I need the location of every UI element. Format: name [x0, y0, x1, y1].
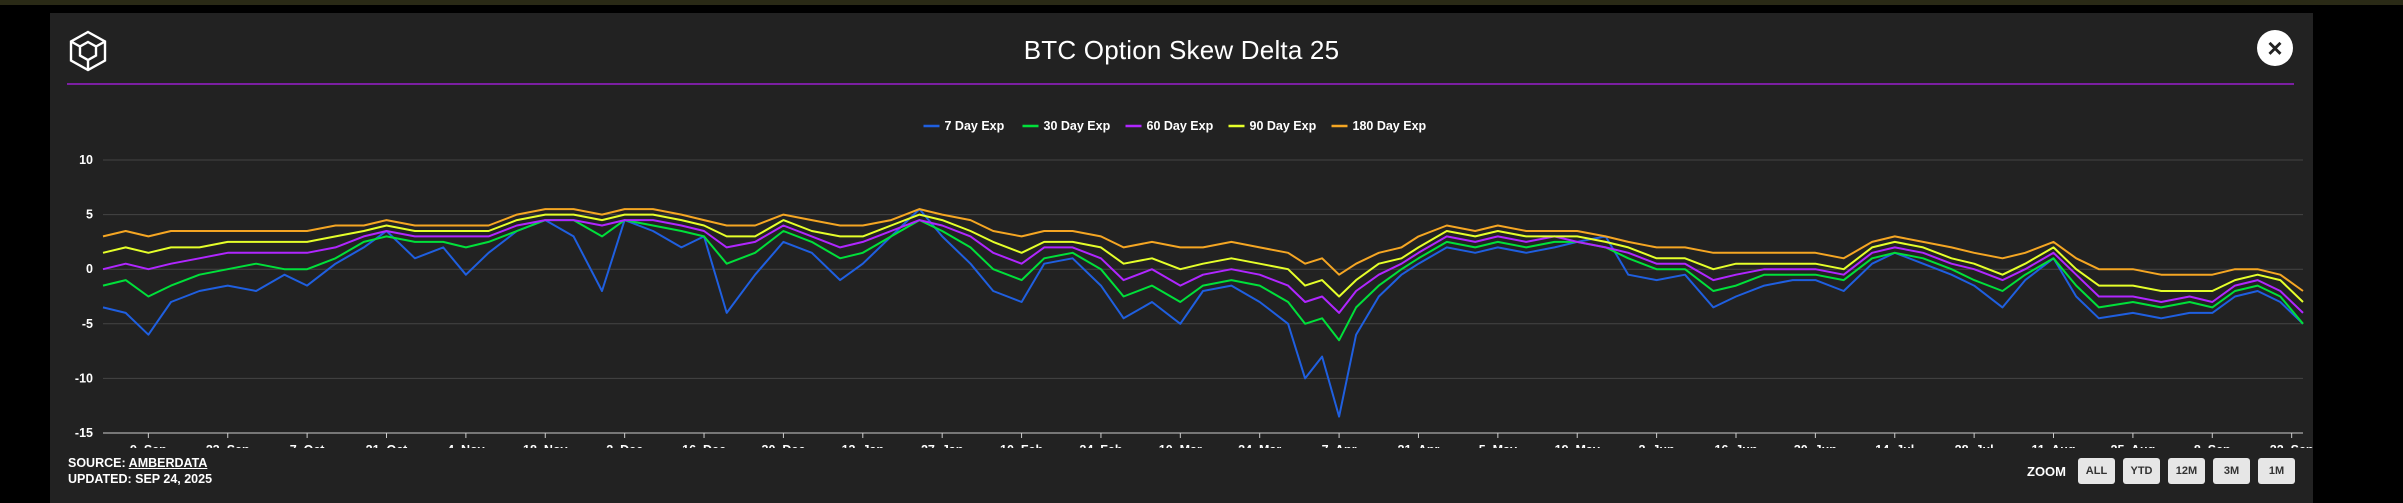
legend-item: 30 Day Exp	[1044, 119, 1111, 133]
x-tick-label: 18. Nov	[523, 443, 568, 448]
x-tick-label: 4. Nov	[447, 443, 485, 448]
x-tick-label: 24. Mar	[1238, 443, 1281, 448]
x-tick-label: 13. Jan	[842, 443, 884, 448]
legend-item: 180 Day Exp	[1353, 119, 1427, 133]
source-link[interactable]: AMBERDATA	[128, 456, 208, 470]
x-tick-label: 2. Jun	[1639, 443, 1675, 448]
logo-icon	[69, 30, 107, 72]
x-tick-label: 5. May	[1479, 443, 1517, 448]
x-tick-label: 24. Feb	[1079, 443, 1122, 448]
x-tick-label: 16. Dec	[682, 443, 726, 448]
y-tick-label: -5	[82, 317, 93, 331]
x-tick-label: 25. Aug	[2111, 443, 2156, 448]
updated-text: UPDATED: SEP 24, 2025	[68, 472, 213, 486]
y-tick-label: 10	[79, 153, 93, 167]
zoom-ytd-button[interactable]: YTD	[2123, 458, 2160, 484]
x-tick-label: 27. Jan	[921, 443, 963, 448]
zoom-1m-button[interactable]: 1M	[2258, 458, 2295, 484]
series-line-60-day-exp	[102, 219, 2304, 314]
x-tick-label: 16. Jun	[1714, 443, 1757, 448]
x-tick-label: 7. Apr	[1322, 443, 1357, 448]
close-button[interactable]: ×	[2257, 30, 2293, 66]
x-tick-label: 8. Sep	[2194, 443, 2231, 448]
zoom-3m-button[interactable]: 3M	[2213, 458, 2250, 484]
series-line-7-day-exp	[102, 208, 2304, 418]
chart-panel: BTC Option Skew Delta 25 × 10 5 0 -5 -10 -15 9…	[50, 13, 2313, 503]
x-tick-label: 14. Jul	[1875, 443, 1914, 448]
x-tick-label: 10. Mar	[1159, 443, 1202, 448]
x-tick-label: 9. Sep	[130, 443, 167, 448]
zoom-label: ZOOM	[2027, 463, 2066, 479]
x-tick-label: 30. Dec	[762, 443, 806, 448]
series-line-180-day-exp	[102, 208, 2304, 292]
y-tick-label: -10	[75, 371, 93, 385]
x-tick-label: 28. Jul	[1955, 443, 1994, 448]
y-tick-label: -15	[75, 426, 93, 440]
close-icon: ×	[2267, 33, 2283, 63]
y-tick-label: 0	[86, 262, 93, 276]
legend-item: 7 Day Exp	[945, 119, 1005, 133]
line-chart: 10 5 0 -5 -10 -15 9. Sep 23. Sep 7. Oct 21. Oct 4.…	[75, 119, 2313, 448]
source-prefix: SOURCE:	[68, 456, 126, 470]
y-tick-label: 5	[86, 208, 93, 222]
series-line-90-day-exp	[102, 213, 2304, 303]
chart-title: BTC Option Skew Delta 25	[1023, 35, 1340, 65]
source-line: SOURCE: AMBERDATA	[68, 455, 212, 471]
x-tick-label: 19. May	[1555, 443, 1600, 448]
legend-item: 90 Day Exp	[1250, 119, 1317, 133]
x-tick-label: 7. Oct	[290, 443, 326, 448]
x-tick-label: 21. Oct	[366, 443, 409, 448]
top-strip	[0, 0, 2403, 5]
series-line-30-day-exp	[102, 219, 2304, 342]
x-tick-label: 2. Dec	[606, 443, 643, 448]
x-tick-label: 10. Feb	[1000, 443, 1043, 448]
x-tick-label: 22. Sep	[2270, 443, 2313, 448]
x-tick-label: 23. Sep	[206, 443, 250, 448]
x-tick-label: 21. Apr	[1398, 443, 1440, 448]
zoom-12m-button[interactable]: 12M	[2168, 458, 2205, 484]
x-tick-label: 30. Jun	[1794, 443, 1837, 448]
footer-source: SOURCE: AMBERDATA UPDATED: SEP 24, 2025	[68, 455, 212, 487]
zoom-controls: ZOOM ALL YTD 12M 3M 1M	[2027, 458, 2295, 484]
legend-item: 60 Day Exp	[1147, 119, 1214, 133]
zoom-all-button[interactable]: ALL	[2078, 458, 2115, 484]
x-tick-label: 11. Aug	[2032, 443, 2076, 448]
title-divider	[67, 83, 2294, 85]
